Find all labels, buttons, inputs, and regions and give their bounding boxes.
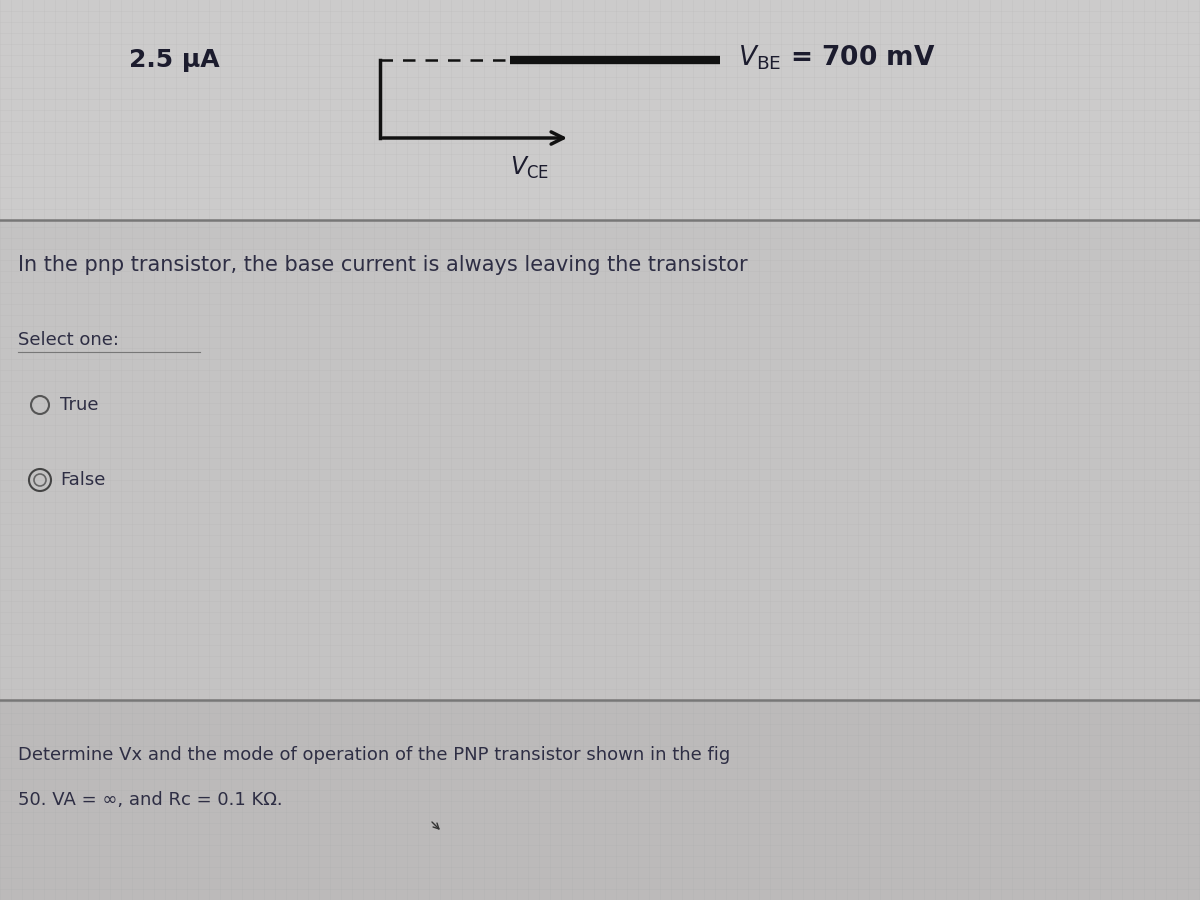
- Bar: [0, 0, 1200, 220]
- Text: False: False: [60, 471, 106, 489]
- Text: 2.5 μA: 2.5 μA: [130, 48, 220, 72]
- Bar: [0, 700, 1200, 900]
- Text: Select one:: Select one:: [18, 331, 119, 349]
- Text: 50. VA = ∞, and Rc = 0.1 KΩ.: 50. VA = ∞, and Rc = 0.1 KΩ.: [18, 791, 283, 809]
- Text: True: True: [60, 396, 98, 414]
- Text: $V_{\mathrm{BE}}$ = 700 mV: $V_{\mathrm{BE}}$ = 700 mV: [738, 44, 936, 72]
- Bar: [0, 220, 1200, 700]
- Text: $V_{\mathrm{CE}}$: $V_{\mathrm{CE}}$: [510, 155, 550, 181]
- Text: Determine Vx and the mode of operation of the PNP transistor shown in the fig: Determine Vx and the mode of operation o…: [18, 746, 731, 764]
- Text: In the pnp transistor, the base current is always leaving the transistor: In the pnp transistor, the base current …: [18, 255, 748, 275]
